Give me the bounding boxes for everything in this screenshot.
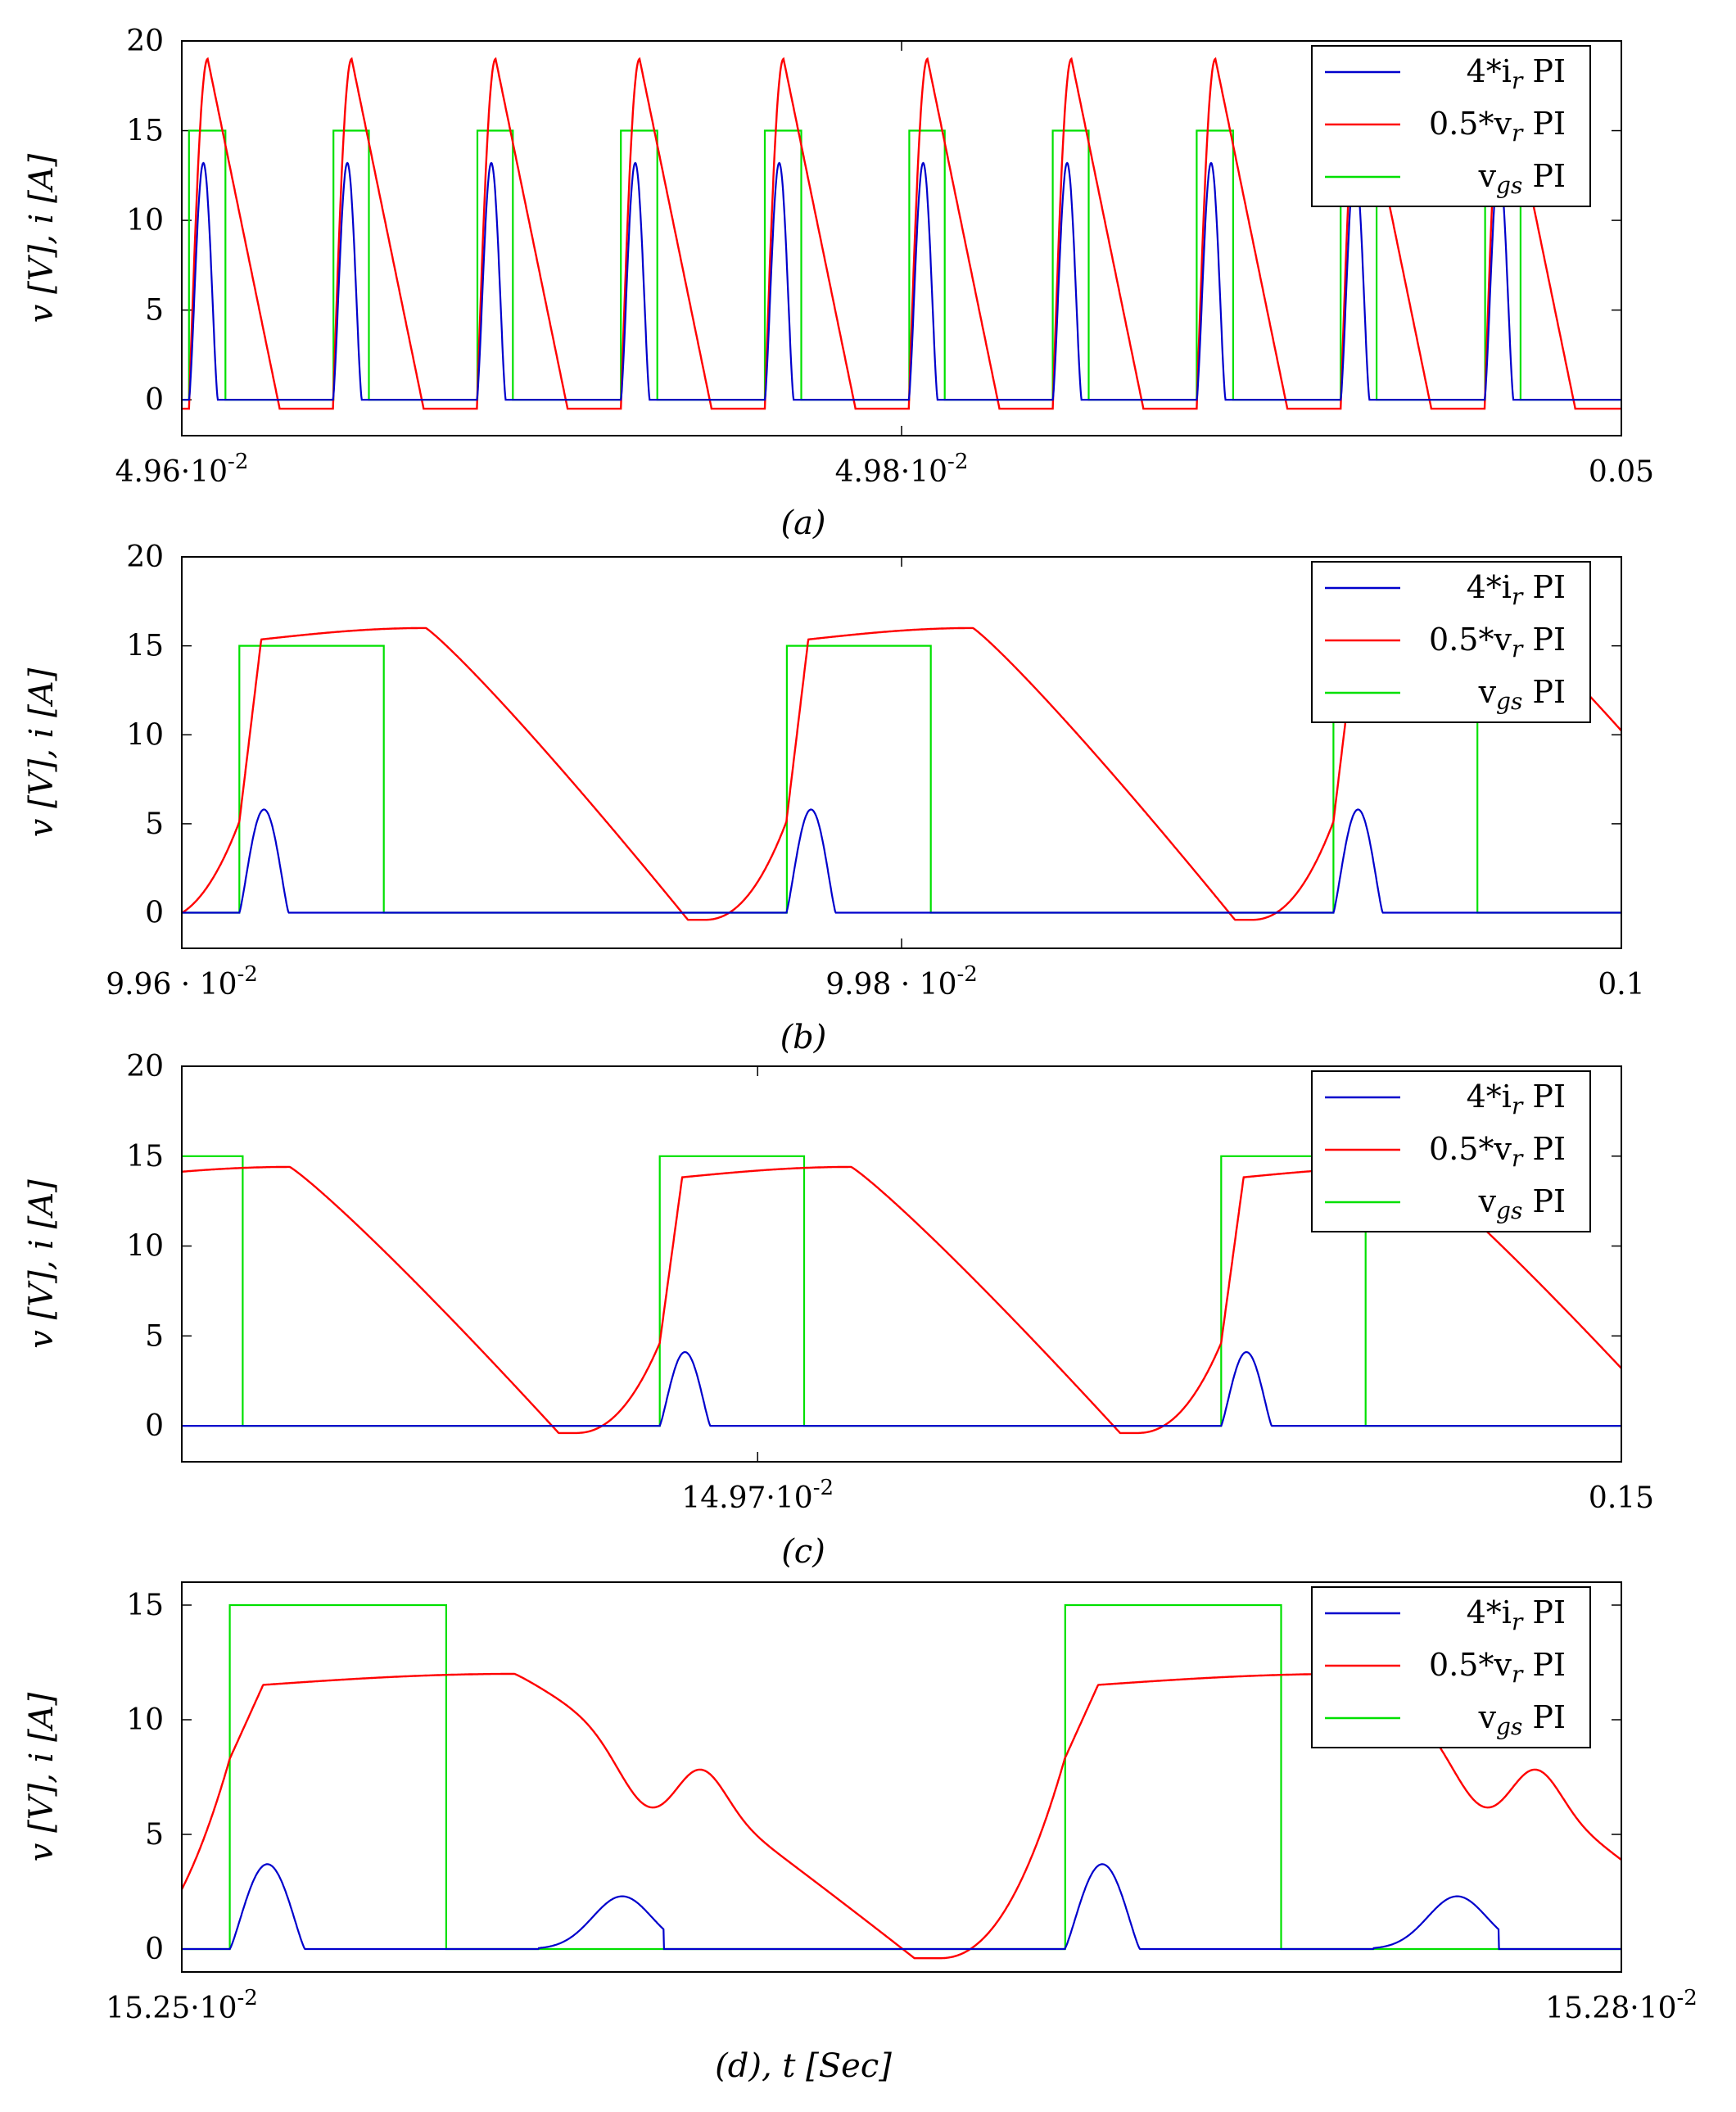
panel-c: 0 5 10 15 20 14.97·10-2 0.15 4*ir PI 0.5*vr PI vg… <box>23 1050 1654 1571</box>
y-tick-label: 5 <box>145 1818 164 1852</box>
legend-entry: 0.5*vr PI <box>1429 1131 1566 1172</box>
legend: 4*ir PI 0.5*vr PI vgs PI <box>1311 45 1591 207</box>
legend-entry: vgs PI <box>1478 1183 1566 1224</box>
y-tick-label: 5 <box>145 807 164 841</box>
y-axis-label: v [V], i [A] <box>23 1179 61 1349</box>
legend-entry: 4*ir PI <box>1467 1079 1566 1119</box>
x-tick-label: 0.15 <box>1589 1481 1654 1515</box>
y-tick-label: 15 <box>126 115 164 148</box>
y-tick-label: 0 <box>145 383 164 417</box>
y-tick-label: 20 <box>126 540 164 574</box>
y-tick-label: 5 <box>145 294 164 328</box>
series-ir-line <box>182 1863 1621 1951</box>
y-tick-label: 20 <box>126 25 164 58</box>
y-axis-label: v [V], i [A] <box>23 1692 61 1861</box>
legend-entry: 4*ir PI <box>1467 53 1566 94</box>
plot-frame <box>181 40 1622 436</box>
panel-caption: (b) <box>780 1019 827 1056</box>
y-tick-label: 10 <box>126 204 164 237</box>
legend-entry: 4*ir PI <box>1467 1594 1566 1635</box>
legend-entry: vgs PI <box>1478 158 1566 199</box>
x-tick-label: 4.98·10-2 <box>835 450 969 489</box>
x-tick-label: 9.98 · 10-2 <box>825 962 978 1002</box>
panel-caption: (c) <box>781 1533 825 1571</box>
y-tick-label: 5 <box>145 1319 164 1353</box>
panel-b: 0 5 10 15 20 9.96 · 10-2 9.98 · 10-2 0.1 4*ir PI… <box>23 540 1645 1056</box>
y-tick-label: 0 <box>145 897 164 930</box>
panel-caption: (a) <box>780 504 825 542</box>
y-tick-label: 10 <box>126 718 164 752</box>
y-axis-label: v [V], i [A] <box>23 667 61 837</box>
legend-entry: vgs PI <box>1478 674 1566 715</box>
panel-d: 0 5 10 15 15.25·10-2 15.28·10-2 4*ir PI 0.5*vr … <box>23 1581 1698 2085</box>
y-tick-label: 15 <box>126 630 164 663</box>
y-tick-label: 0 <box>145 1409 164 1443</box>
y-tick-label: 0 <box>145 1933 164 1966</box>
legend-entry: 4*ir PI <box>1467 569 1566 610</box>
x-tick-label: 9.96 · 10-2 <box>106 962 258 1002</box>
panel-caption: (d), t [Sec] <box>715 2047 892 2085</box>
legend-entry: 0.5*vr PI <box>1429 1647 1566 1688</box>
x-tick-label: 4.96·10-2 <box>115 450 249 489</box>
plot-frame <box>181 1581 1622 1973</box>
plot-frame <box>181 556 1622 949</box>
plot-frame <box>181 1065 1622 1463</box>
x-tick-label: 0.1 <box>1598 968 1644 1002</box>
x-tick-label: 15.28·10-2 <box>1545 1986 1698 2025</box>
series-ir-line <box>182 161 1621 401</box>
y-tick-label: 10 <box>126 1230 164 1264</box>
legend-entry: 0.5*vr PI <box>1429 106 1566 147</box>
legend-entry: vgs PI <box>1478 1699 1566 1740</box>
legend: 4*ir PI 0.5*vr PI vgs PI <box>1311 1070 1591 1232</box>
y-axis-label: v [V], i [A] <box>23 153 61 323</box>
series-ir-line <box>182 808 1621 914</box>
y-tick-label: 15 <box>126 1140 164 1174</box>
x-tick-label: 14.97·10-2 <box>681 1476 834 1515</box>
series-ir-line <box>182 1351 1621 1427</box>
x-tick-label: 0.05 <box>1589 455 1654 489</box>
y-tick-label: 20 <box>126 1050 164 1083</box>
y-tick-label: 15 <box>126 1589 164 1622</box>
legend-entry: 0.5*vr PI <box>1429 622 1566 663</box>
legend: 4*ir PI 0.5*vr PI vgs PI <box>1311 561 1591 723</box>
legend: 4*ir PI 0.5*vr PI vgs PI <box>1311 1586 1591 1748</box>
x-tick-label: 15.25·10-2 <box>106 1986 258 2025</box>
y-tick-label: 10 <box>126 1703 164 1737</box>
panel-a: 0 5 10 15 20 4.96·10-2 4.98·10-2 0.05 4*ir PI 0.5… <box>23 25 1654 542</box>
